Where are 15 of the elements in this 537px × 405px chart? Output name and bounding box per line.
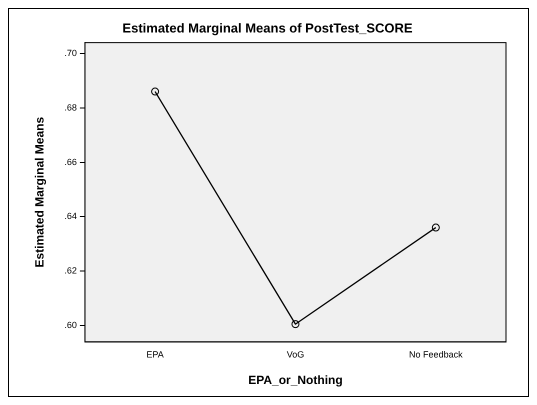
point (291, 320, 300, 328)
point (432, 224, 440, 232)
y-tick-label: .60 (64, 320, 77, 330)
point (151, 88, 160, 96)
y-tick-label: .70 (64, 48, 77, 58)
chart-title: Estimated Marginal Means of PostTest_SCORE (122, 20, 413, 36)
y-tick-label: .62 (64, 266, 77, 276)
y-tick-label: .66 (64, 156, 77, 167)
x-tick-label: No Feedback (409, 350, 464, 360)
y-tick-label: .64 (64, 211, 77, 222)
y-tick-label: .68 (64, 102, 77, 112)
y-axis-title: Estimated Marginal Means (32, 116, 47, 268)
x-axis-title: EPA_or_Nothing (248, 373, 343, 388)
x-tick-label: EPA (146, 350, 164, 360)
x-tick-label: VoG (286, 350, 304, 360)
